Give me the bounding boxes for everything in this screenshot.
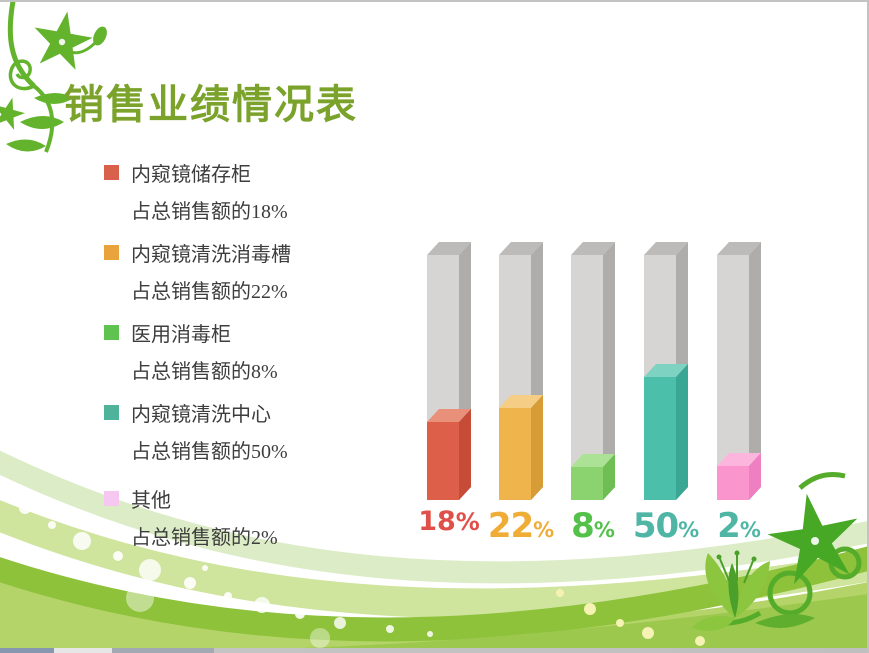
legend-item: 内窥镜清洗中心 占总销售额的50% <box>104 392 404 472</box>
legend-item-name: 内窥镜清洗中心 <box>131 403 271 426</box>
legend-swatch <box>104 404 119 420</box>
legend-swatch <box>104 244 119 260</box>
chart-bar <box>427 409 471 500</box>
legend-item-name: 其他 <box>131 489 171 512</box>
legend-item-share: 占总销售额的50% <box>131 441 288 463</box>
bar-chart-canvas <box>427 242 761 500</box>
legend-item-share: 占总销售额的8% <box>131 361 278 383</box>
legend-swatch <box>104 164 119 180</box>
legend-item: 其他 占总销售额的2% <box>104 478 404 558</box>
slide-bottom-edge <box>0 648 867 653</box>
legend-swatch <box>104 490 119 506</box>
legend-item: 内窥镜清洗消毒槽 占总销售额的22% <box>104 232 404 312</box>
legend-swatch <box>104 324 119 340</box>
chart-bar <box>644 364 688 500</box>
chart-legend: 内窥镜储存柜 占总销售额的18% 内窥镜清洗消毒槽 占总销售额的22% 医用消毒… <box>104 152 404 558</box>
bar-value-label: 50% <box>632 506 700 546</box>
bar-value-label: 22% <box>487 506 555 546</box>
chart-track-column <box>571 242 615 500</box>
page-title: 销售业绩情况表 <box>64 83 358 127</box>
legend-item-share: 占总销售额的18% <box>131 201 288 223</box>
chart-bar <box>571 454 615 500</box>
bar-value-label: 2% <box>717 506 761 546</box>
legend-item-share: 占总销售额的22% <box>131 281 288 303</box>
legend-item-name: 内窥镜储存柜 <box>131 163 251 186</box>
legend-item-name: 医用消毒柜 <box>131 323 231 346</box>
legend-item-name: 内窥镜清洗消毒槽 <box>131 243 291 266</box>
legend-item: 内窥镜储存柜 占总销售额的18% <box>104 152 404 232</box>
legend-item-share: 占总销售额的2% <box>131 527 278 549</box>
legend-item: 医用消毒柜 占总销售额的8% <box>104 312 404 392</box>
bar-value-label: 8% <box>571 506 615 546</box>
chart-bar <box>499 395 543 500</box>
bar-value-labels: 18% 22% 8% 50% 2% <box>415 506 785 546</box>
bar-value-label: 18% <box>418 506 480 537</box>
chart-bar <box>717 453 761 500</box>
bar-chart: 18% 22% 8% 50% 2% <box>415 227 785 547</box>
